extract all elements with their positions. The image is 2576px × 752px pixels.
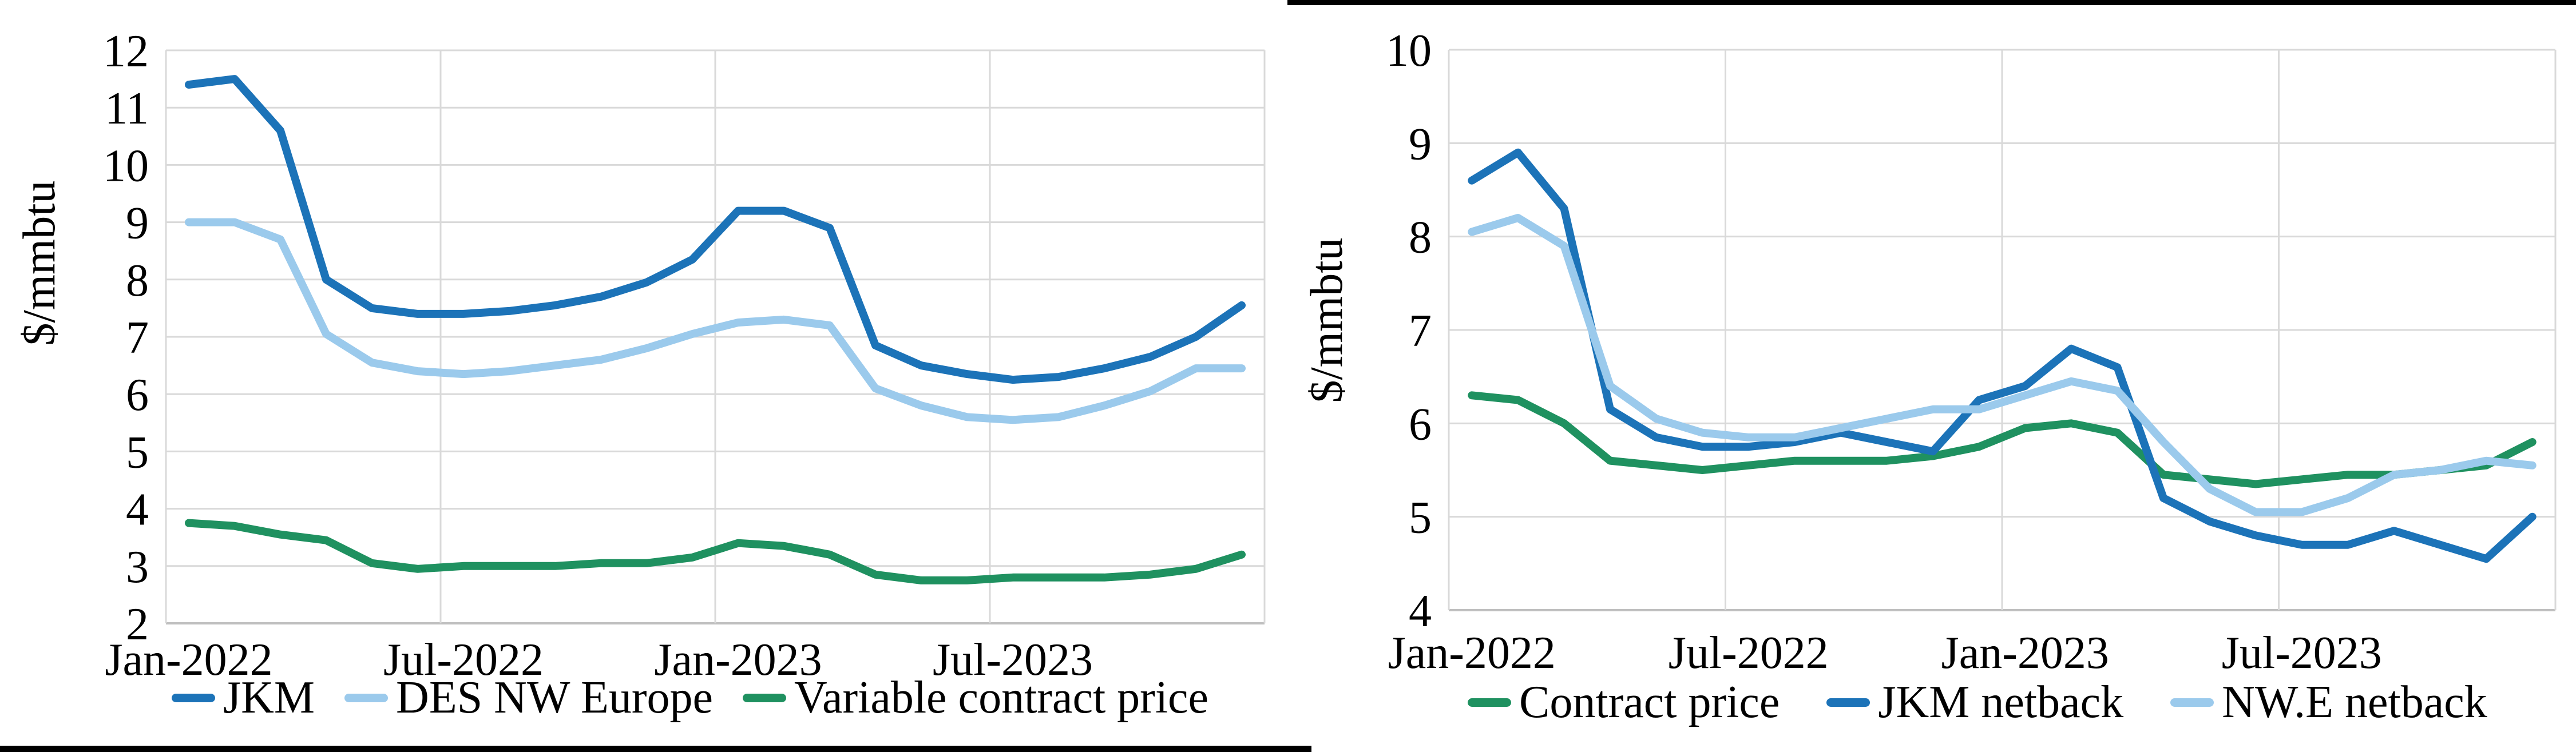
y-tick-label-10: 10 bbox=[1386, 26, 1432, 76]
y-tick-label-4: 4 bbox=[1409, 586, 1432, 636]
y-tick-label-10: 10 bbox=[103, 141, 149, 191]
y-tick-label-2: 2 bbox=[126, 599, 149, 650]
y-tick-label-5: 5 bbox=[1409, 493, 1432, 543]
top-border-rule bbox=[1287, 0, 2576, 5]
legend-label-nw-e-netback: NW.E netback bbox=[2222, 677, 2487, 727]
x-tick-label-jan-2022: Jan-2022 bbox=[105, 635, 272, 685]
netback-price-chart-legend: Contract price JKM netback NW.E netback bbox=[1468, 677, 2487, 729]
x-tick-label-jul-2023: Jul-2023 bbox=[2222, 628, 2382, 678]
des-nw-europe-legend-marker-icon bbox=[344, 694, 389, 702]
y-tick-label-5: 5 bbox=[126, 427, 149, 478]
y-tick-label-7: 7 bbox=[126, 313, 149, 363]
legend-item-nw-e-netback: NW.E netback bbox=[2170, 677, 2487, 729]
legend-label-contract-price: Contract price bbox=[1519, 677, 1780, 727]
legend-label-jkm: JKM bbox=[223, 673, 315, 723]
legend-item-des-nw-europe: DES NW Europe bbox=[344, 672, 713, 724]
series-line-des-nw-europe bbox=[185, 218, 1246, 424]
y-tick-label-12: 12 bbox=[103, 26, 149, 77]
series-line-nw-e-netback bbox=[1468, 214, 2537, 516]
variable-contract-price-legend-marker-icon bbox=[743, 694, 787, 702]
x-tick-label-jul-2023: Jul-2023 bbox=[933, 635, 1093, 685]
series-line-variable-contract-price bbox=[185, 519, 1246, 584]
x-tick-label-jan-2023: Jan-2023 bbox=[654, 635, 822, 685]
legend-item-jkm-netback: JKM netback bbox=[1826, 677, 2123, 729]
x-tick-label-jul-2022: Jul-2022 bbox=[383, 635, 544, 685]
jkm-netback-legend-marker-icon bbox=[1826, 698, 1870, 707]
legend-item-variable-contract-price: Variable contract price bbox=[743, 672, 1208, 724]
y-axis-title: $/mmbtu bbox=[1302, 238, 1352, 403]
series-line-jkm-netback bbox=[1468, 148, 2537, 563]
delivered-price-chart-panel: 12 11 10 9 8 7 6 5 4 3 2 Jan-2022 Jul-2022 Jan-2023 Ju… bbox=[0, 0, 1287, 752]
y-tick-label-6: 6 bbox=[126, 370, 149, 420]
y-tick-label-11: 11 bbox=[105, 83, 149, 134]
legend-item-jkm: JKM bbox=[172, 672, 315, 724]
legend-label-des-nw-europe: DES NW Europe bbox=[396, 673, 714, 723]
legend-label-jkm-netback: JKM netback bbox=[1878, 677, 2124, 727]
y-tick-label-6: 6 bbox=[1409, 399, 1432, 449]
delivered-price-chart-legend: JKM DES NW Europe Variable contract price bbox=[172, 672, 1208, 724]
y-axis-title: $/mmbtu bbox=[14, 181, 65, 346]
netback-price-chart-panel: 10 9 8 7 6 5 4 Jan-2022 Jul-2022 Jan-2023 Jul-2023… bbox=[1287, 0, 2576, 752]
series-line-jkm bbox=[185, 75, 1246, 384]
contract-price-legend-marker-icon bbox=[1468, 698, 1511, 707]
bottom-border-rule bbox=[0, 746, 1311, 752]
y-tick-label-8: 8 bbox=[1409, 213, 1432, 263]
y-tick-label-9: 9 bbox=[1409, 119, 1432, 169]
x-tick-label-jan-2022: Jan-2022 bbox=[1388, 628, 1556, 678]
nw-e-netback-legend-marker-icon bbox=[2170, 698, 2214, 707]
legend-item-contract-price: Contract price bbox=[1468, 677, 1780, 729]
y-tick-label-8: 8 bbox=[126, 256, 149, 306]
y-tick-label-4: 4 bbox=[126, 485, 149, 535]
legend-label-variable-contract-price: Variable contract price bbox=[794, 673, 1209, 723]
jkm-legend-marker-icon bbox=[172, 694, 215, 702]
y-tick-label-7: 7 bbox=[1409, 306, 1432, 356]
x-tick-label-jan-2023: Jan-2023 bbox=[1941, 628, 2109, 678]
series-line-contract-price bbox=[1468, 391, 2537, 488]
x-tick-label-jul-2022: Jul-2022 bbox=[1669, 628, 1829, 678]
y-tick-label-9: 9 bbox=[126, 198, 149, 249]
y-tick-label-3: 3 bbox=[126, 542, 149, 592]
